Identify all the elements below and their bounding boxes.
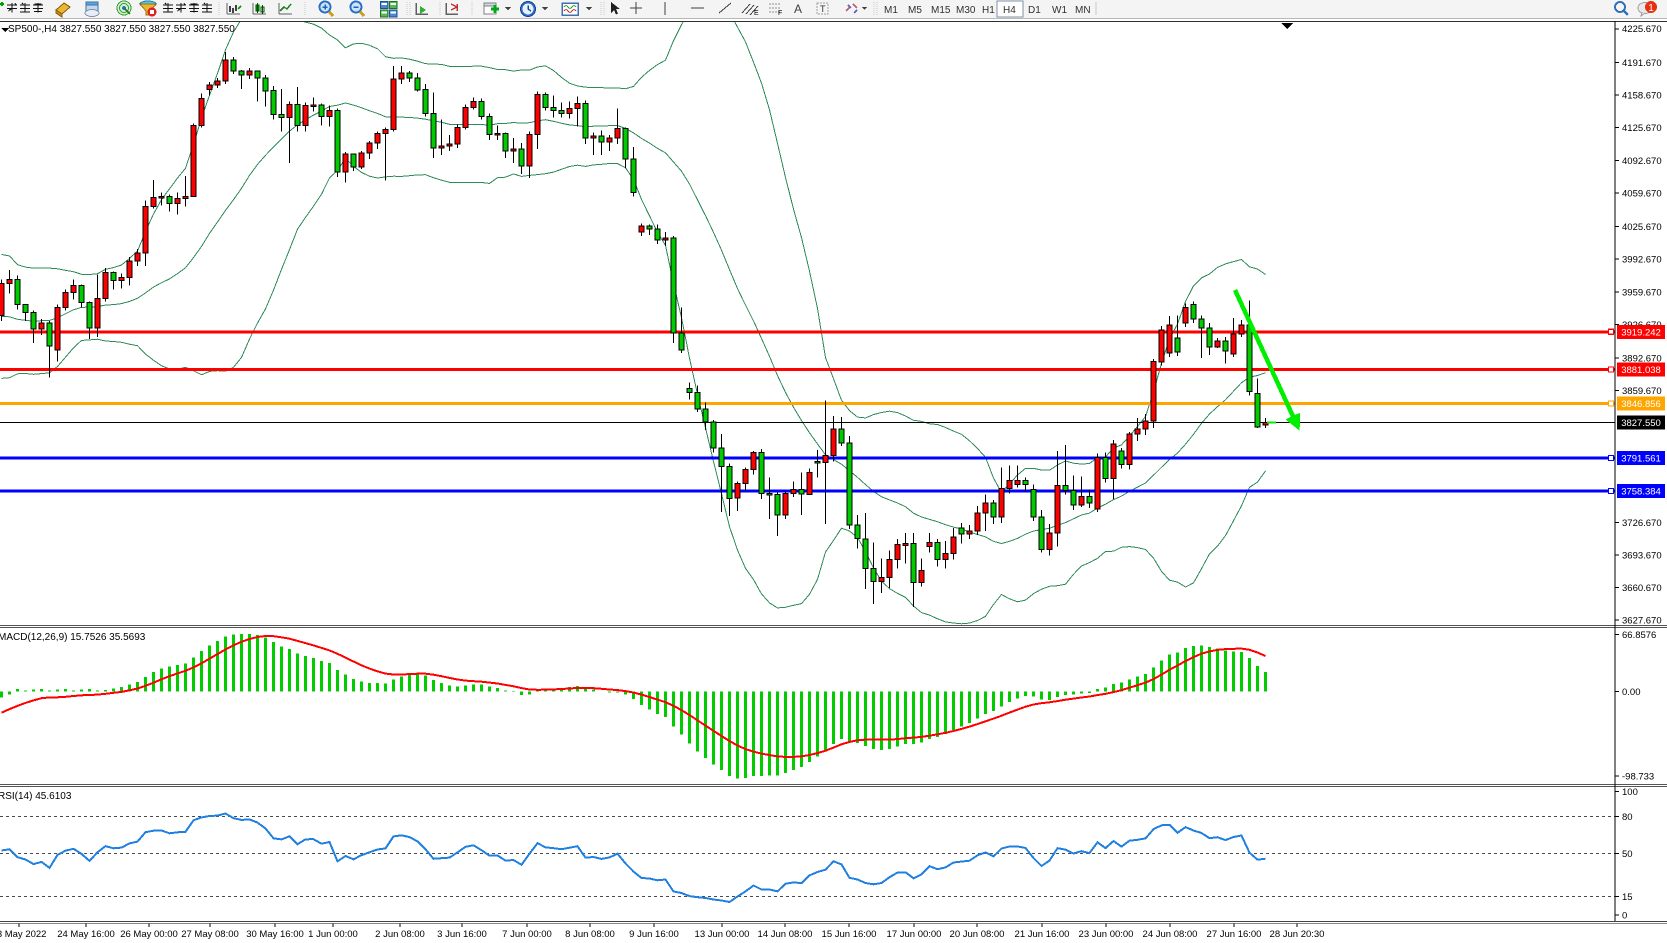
svg-text:13 Jun 00:00: 13 Jun 00:00: [695, 929, 750, 940]
svg-text:27 Jun 16:00: 27 Jun 16:00: [1207, 929, 1262, 940]
svg-text:100: 100: [1622, 787, 1638, 798]
svg-text:15 Jun 16:00: 15 Jun 16:00: [822, 929, 877, 940]
svg-text:3992.670: 3992.670: [1622, 255, 1662, 266]
svg-text:3881.038: 3881.038: [1621, 365, 1661, 376]
svg-text:3827.550: 3827.550: [1621, 418, 1661, 429]
svg-text:3892.670: 3892.670: [1622, 354, 1662, 365]
svg-text:4092.670: 4092.670: [1622, 156, 1662, 167]
svg-text:MACD(12,26,9) 15.7526 35.5693: MACD(12,26,9) 15.7526 35.5693: [0, 632, 146, 643]
svg-text:D1: D1: [1028, 5, 1041, 16]
svg-text:H4: H4: [1003, 5, 1016, 16]
svg-text:H1: H1: [982, 5, 995, 16]
svg-text:23 May 2022: 23 May 2022: [0, 929, 46, 940]
svg-text:RSI(14) 45.6103: RSI(14) 45.6103: [0, 791, 72, 802]
svg-text:M5: M5: [908, 5, 922, 16]
svg-text:0: 0: [1622, 911, 1627, 922]
svg-text:T: T: [820, 4, 826, 14]
svg-text:1 Jun 00:00: 1 Jun 00:00: [308, 929, 358, 940]
svg-text:50: 50: [1622, 849, 1633, 860]
svg-text:4125.670: 4125.670: [1622, 123, 1662, 134]
svg-text:A: A: [794, 2, 802, 16]
svg-text:3791.561: 3791.561: [1621, 454, 1661, 465]
svg-text:M1: M1: [884, 5, 898, 16]
svg-text:3693.670: 3693.670: [1622, 550, 1662, 561]
svg-text:M30: M30: [956, 5, 976, 16]
svg-text:15: 15: [1622, 892, 1633, 903]
svg-text:20 Jun 08:00: 20 Jun 08:00: [950, 929, 1005, 940]
svg-text:3 Jun 16:00: 3 Jun 16:00: [437, 929, 487, 940]
svg-text:26 May 00:00: 26 May 00:00: [120, 929, 178, 940]
svg-text:2 Jun 08:00: 2 Jun 08:00: [375, 929, 425, 940]
svg-text:30 May 16:00: 30 May 16:00: [246, 929, 304, 940]
svg-text:4225.670: 4225.670: [1622, 24, 1662, 35]
svg-text:3660.670: 3660.670: [1622, 583, 1662, 594]
svg-text:7 Jun 00:00: 7 Jun 00:00: [502, 929, 552, 940]
svg-text:3758.384: 3758.384: [1621, 486, 1661, 497]
svg-text:4191.670: 4191.670: [1622, 58, 1662, 69]
svg-text:3919.242: 3919.242: [1621, 327, 1661, 338]
svg-text:3627.670: 3627.670: [1622, 616, 1662, 627]
svg-text:28 Jun 20:30: 28 Jun 20:30: [1270, 929, 1325, 940]
svg-text:3726.670: 3726.670: [1622, 518, 1662, 529]
svg-text:M15: M15: [931, 5, 951, 16]
svg-text:4059.670: 4059.670: [1622, 188, 1662, 199]
svg-text:1: 1: [1648, 3, 1654, 14]
svg-text:3959.670: 3959.670: [1622, 287, 1662, 298]
svg-text:8 Jun 08:00: 8 Jun 08:00: [565, 929, 615, 940]
svg-text:0.00: 0.00: [1622, 687, 1641, 698]
svg-text:80: 80: [1622, 812, 1633, 823]
svg-text:21 Jun 16:00: 21 Jun 16:00: [1015, 929, 1070, 940]
svg-text:E: E: [754, 10, 759, 17]
svg-text:F: F: [778, 10, 782, 17]
svg-text:W1: W1: [1052, 5, 1067, 16]
svg-text:4025.670: 4025.670: [1622, 222, 1662, 233]
svg-text:3846.856: 3846.856: [1621, 399, 1661, 410]
svg-text:4158.670: 4158.670: [1622, 91, 1662, 102]
svg-text:9 Jun 16:00: 9 Jun 16:00: [629, 929, 679, 940]
svg-text:14 Jun 08:00: 14 Jun 08:00: [758, 929, 813, 940]
svg-text:-98.733: -98.733: [1622, 772, 1654, 783]
svg-text:27 May 08:00: 27 May 08:00: [181, 929, 239, 940]
svg-text:SP500-,H4 3827.550 3827.550 3: SP500-,H4 3827.550 3827.550 3827.550 382…: [8, 24, 235, 35]
svg-text:24 Jun 08:00: 24 Jun 08:00: [1143, 929, 1198, 940]
svg-text:24 May 16:00: 24 May 16:00: [57, 929, 115, 940]
svg-text:66.8576: 66.8576: [1622, 630, 1656, 641]
svg-text:17 Jun 00:00: 17 Jun 00:00: [887, 929, 942, 940]
svg-text:3859.670: 3859.670: [1622, 386, 1662, 397]
svg-text:MN: MN: [1075, 5, 1091, 16]
svg-text:23 Jun 00:00: 23 Jun 00:00: [1079, 929, 1134, 940]
